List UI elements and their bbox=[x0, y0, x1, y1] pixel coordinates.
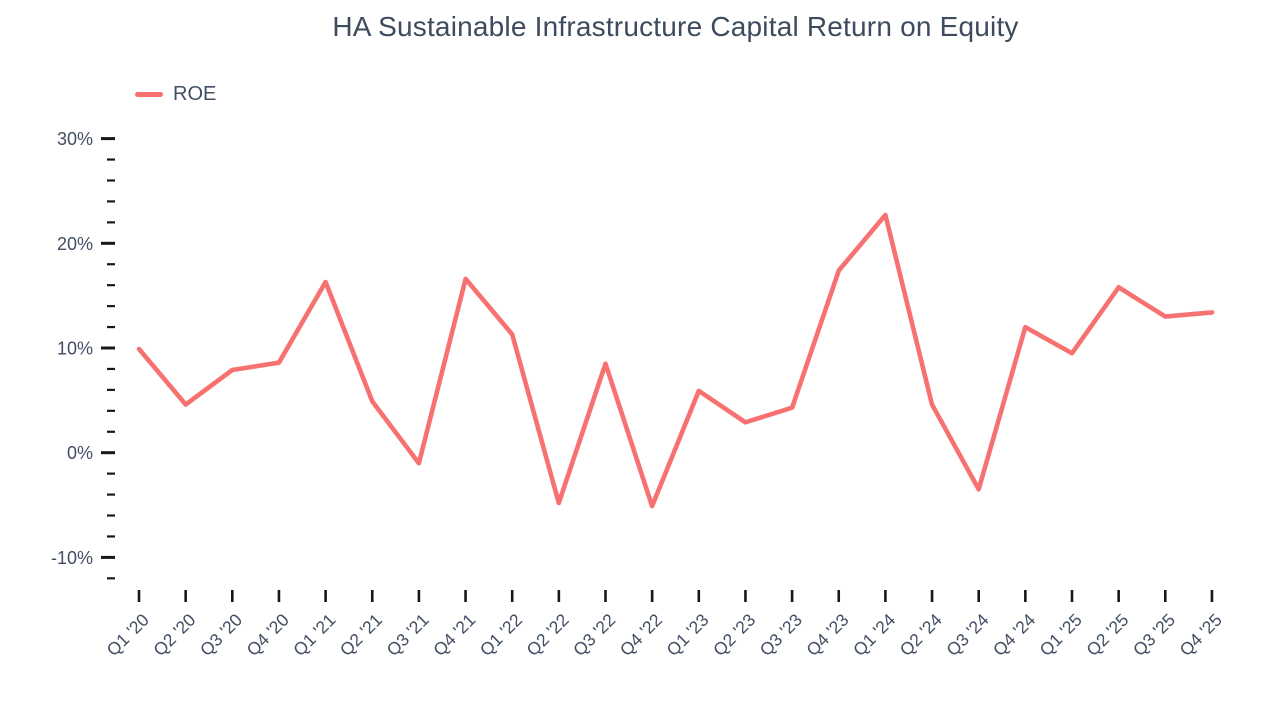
x-axis-label: Q1 '21 bbox=[289, 610, 339, 660]
x-axis-label: Q3 '23 bbox=[756, 610, 806, 660]
x-axis-label: Q4 '20 bbox=[243, 609, 293, 659]
x-axis-label: Q1 '20 bbox=[103, 609, 153, 659]
x-axis-label: Q3 '25 bbox=[1129, 610, 1179, 660]
y-axis-label: 10% bbox=[57, 339, 93, 359]
legend-swatch-roe[interactable] bbox=[135, 92, 163, 97]
x-axis-label: Q4 '21 bbox=[429, 610, 479, 660]
legend-label-roe[interactable]: ROE bbox=[173, 83, 217, 105]
y-axis-label: 20% bbox=[57, 234, 93, 254]
x-axis-label: Q1 '25 bbox=[1036, 610, 1086, 660]
x-axis-label: Q3 '22 bbox=[569, 610, 619, 660]
x-axis-label: Q4 '25 bbox=[1176, 610, 1226, 660]
series-line-roe bbox=[136, 212, 1215, 509]
x-axis-label: Q3 '20 bbox=[196, 609, 246, 659]
x-axis-label: Q1 '23 bbox=[662, 610, 712, 660]
x-axis-label: Q4 '23 bbox=[802, 610, 852, 660]
legend: ROE bbox=[135, 83, 216, 106]
chart-title: HA Sustainable Infrastructure Capital Re… bbox=[332, 11, 1019, 42]
x-axis-label: Q1 '22 bbox=[476, 610, 526, 660]
y-axis-label: -10% bbox=[51, 548, 93, 568]
y-axis-label: 30% bbox=[57, 129, 93, 149]
x-axis-label: Q3 '24 bbox=[942, 609, 992, 659]
y-axis: 30% 20% 10% 0% -10% bbox=[51, 129, 115, 580]
x-axis-label: Q4 '22 bbox=[616, 610, 666, 660]
y-axis-label: 0% bbox=[67, 443, 93, 463]
x-axis-label: Q2 '21 bbox=[336, 610, 386, 660]
x-axis-label: Q3 '21 bbox=[383, 610, 433, 660]
x-axis-label: Q2 '20 bbox=[149, 609, 199, 659]
x-axis-label: Q2 '24 bbox=[896, 609, 946, 659]
x-axis-label: Q1 '24 bbox=[849, 609, 899, 659]
x-axis-label: Q2 '25 bbox=[1082, 610, 1132, 660]
x-axis-label: Q2 '23 bbox=[709, 610, 759, 660]
x-axis-label: Q4 '24 bbox=[989, 609, 1039, 659]
x-axis-label: Q2 '22 bbox=[522, 610, 572, 660]
